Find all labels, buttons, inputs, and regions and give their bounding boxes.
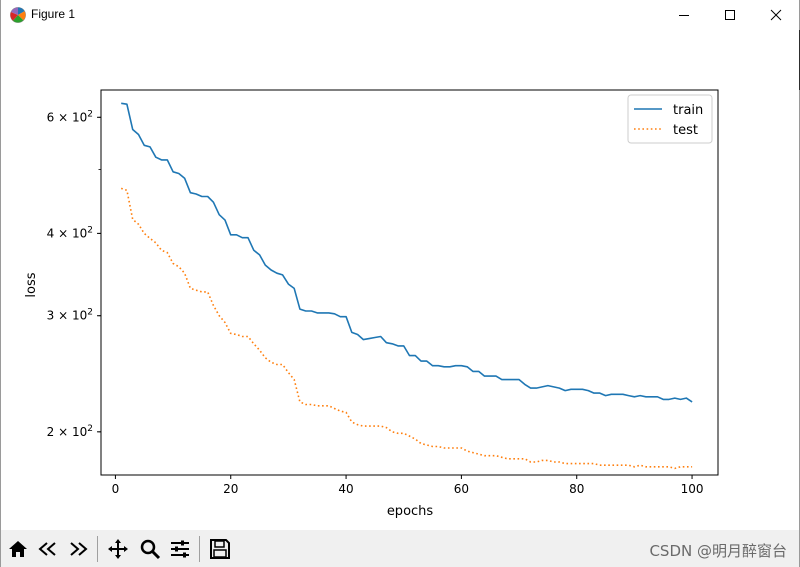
legend-box [627,94,713,144]
zoom-icon [140,539,161,560]
window-title: Figure 1 [31,7,76,21]
home-button[interactable] [5,536,31,562]
x-axis-label: epochs [387,504,434,519]
series-line-train [121,102,693,403]
back-icon [38,542,56,556]
close-button[interactable] [753,0,799,30]
pan-icon [108,539,128,559]
maximize-icon [725,10,735,20]
x-tick-label: 80 [569,482,584,496]
zoom-button[interactable] [137,536,163,562]
legend-label-test: test [673,123,698,138]
x-tick-label: 60 [454,482,469,496]
navigation-toolbar [1,530,799,567]
matplotlib-logo-icon [10,7,26,23]
save-icon [210,539,230,559]
title-bar[interactable]: Figure 1 [1,0,799,30]
x-tick-label: 0 [112,482,120,496]
legend-label-train: train [673,103,703,118]
y-tick-label: 2 × 102 [47,424,93,439]
y-tick-label: 3 × 102 [47,308,93,323]
x-tick-label: 100 [681,482,704,496]
maximize-button[interactable] [707,0,753,30]
configure-subplots-icon [171,540,189,558]
minimize-icon [679,15,689,16]
toolbar-separator [97,536,98,562]
figure-canvas[interactable]: 0 20 40 60 80 100 2 × 102 3 × 102 4 × 102 6 × 102… [1,30,799,530]
watermark-text: CSDN @明月醉窗台 [649,542,787,560]
loss-chart[interactable]: 0 20 40 60 80 100 2 × 102 3 × 102 4 × 102 6 × 102… [1,30,799,530]
back-button[interactable] [35,536,61,562]
pan-button[interactable] [105,536,131,562]
forward-button[interactable] [65,536,91,562]
forward-icon [70,542,88,556]
toolbar-separator [199,536,200,562]
y-tick-label: 4 × 102 [47,225,93,240]
series-line-test [120,187,693,470]
axes-frame [100,89,719,476]
configure-subplots-button[interactable] [167,536,193,562]
x-tick-label: 20 [223,482,238,496]
x-tick-label: 40 [338,482,353,496]
minimize-button[interactable] [661,0,707,30]
y-tick-label: 6 × 102 [47,109,93,124]
close-icon [770,9,782,21]
home-icon [9,541,27,557]
save-button[interactable] [207,536,233,562]
y-axis-label: loss [24,272,39,297]
